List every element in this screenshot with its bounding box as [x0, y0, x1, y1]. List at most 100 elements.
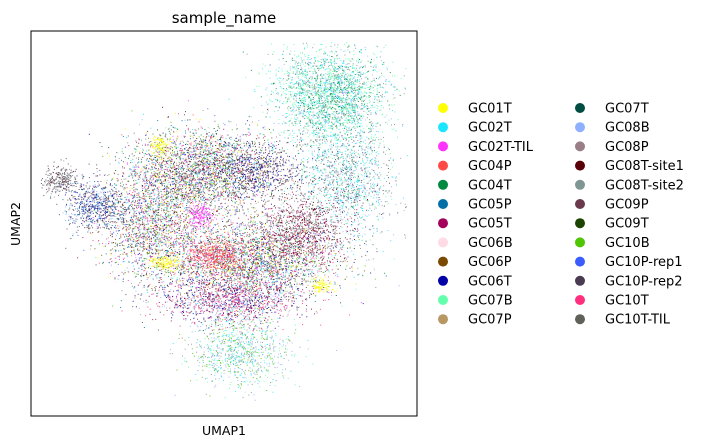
scatter-point [361, 180, 363, 181]
scatter-point [301, 278, 303, 280]
scatter-point [375, 64, 377, 66]
scatter-point [300, 133, 301, 135]
scatter-point [381, 205, 383, 207]
scatter-point [391, 198, 393, 200]
scatter-point [344, 126, 346, 127]
scatter-point [300, 93, 302, 95]
scatter-point [333, 207, 334, 209]
scatter-point [353, 187, 355, 188]
scatter-point [283, 131, 285, 133]
scatter-point [291, 59, 293, 61]
scatter-point [328, 212, 329, 213]
scatter-point [342, 66, 343, 68]
scatter-point [328, 95, 330, 97]
scatter-point [267, 103, 269, 105]
scatter-point [341, 81, 343, 83]
scatter-point [333, 171, 335, 173]
scatter-point [289, 107, 291, 109]
scatter-point [333, 76, 335, 78]
scatter-point [290, 284, 292, 286]
scatter-point [353, 125, 355, 127]
scatter-point [361, 169, 363, 171]
scatter-point [361, 239, 363, 241]
scatter-point [298, 88, 300, 90]
scatter-point [316, 92, 318, 94]
scatter-point [280, 275, 282, 277]
scatter-point [328, 74, 330, 76]
scatter-point [307, 136, 309, 138]
scatter-point [325, 177, 327, 179]
scatter-point [274, 267, 276, 269]
scatter-point [326, 134, 328, 136]
scatter-point [350, 99, 352, 101]
scatter-point [389, 72, 391, 73]
scatter-point [352, 221, 354, 223]
scatter-point [376, 164, 378, 166]
scatter-point [364, 187, 366, 189]
scatter-point [246, 252, 248, 254]
scatter-point [234, 279, 236, 281]
scatter-point [348, 176, 350, 178]
scatter-point [336, 178, 338, 180]
scatter-point [372, 184, 374, 185]
scatter-point [352, 59, 354, 61]
scatter-point [321, 105, 323, 107]
scatter-point [218, 283, 220, 285]
scatter-point [346, 265, 348, 267]
scatter-point [315, 65, 317, 67]
scatter-point [364, 175, 366, 177]
scatter-point [349, 168, 351, 170]
scatter-point [317, 117, 319, 119]
scatter-point [339, 80, 341, 82]
scatter-point [359, 79, 361, 81]
scatter-point [321, 160, 323, 162]
scatter-point [321, 91, 323, 93]
scatter-point [327, 61, 329, 63]
scatter-point [309, 82, 311, 84]
scatter-point [330, 141, 332, 143]
scatter-point [227, 278, 229, 279]
scatter-point [287, 107, 288, 109]
scatter-point [352, 184, 354, 186]
scatter-point [326, 110, 328, 112]
scatter-point [285, 94, 287, 95]
scatter-point [402, 125, 404, 127]
scatter-point [357, 220, 359, 222]
scatter-point [293, 96, 295, 98]
scatter-point [337, 192, 339, 194]
scatter-point [277, 271, 279, 273]
scatter-point [336, 274, 338, 276]
scatter-point [311, 279, 313, 281]
scatter-point [286, 101, 288, 103]
scatter-point [299, 97, 300, 99]
scatter-point [300, 95, 302, 97]
scatter-point [330, 172, 332, 174]
scatter-point [336, 98, 338, 99]
scatter-point [248, 242, 250, 244]
scatter-point [299, 306, 301, 308]
scatter-point [312, 243, 314, 245]
scatter-point [275, 253, 277, 255]
scatter-point [330, 59, 332, 61]
scatter-point [319, 201, 321, 203]
scatter-point [373, 175, 375, 177]
scatter-point [397, 136, 398, 138]
scatter-point [330, 78, 331, 80]
scatter-point [313, 237, 315, 239]
scatter-point [301, 102, 303, 103]
scatter-point [319, 190, 321, 192]
scatter-point [206, 231, 207, 233]
scatter-point [340, 76, 342, 78]
scatter-point [361, 256, 363, 258]
scatter-point [344, 98, 346, 100]
scatter-point [297, 113, 299, 115]
scatter-point [291, 135, 293, 137]
scatter-point [232, 229, 234, 231]
scatter-point [293, 66, 295, 68]
scatter-point [341, 92, 343, 94]
scatter-point [307, 207, 309, 209]
scatter-point [309, 119, 311, 121]
scatter-point [285, 296, 287, 298]
scatter-point [353, 106, 355, 108]
scatter-point [329, 95, 331, 97]
